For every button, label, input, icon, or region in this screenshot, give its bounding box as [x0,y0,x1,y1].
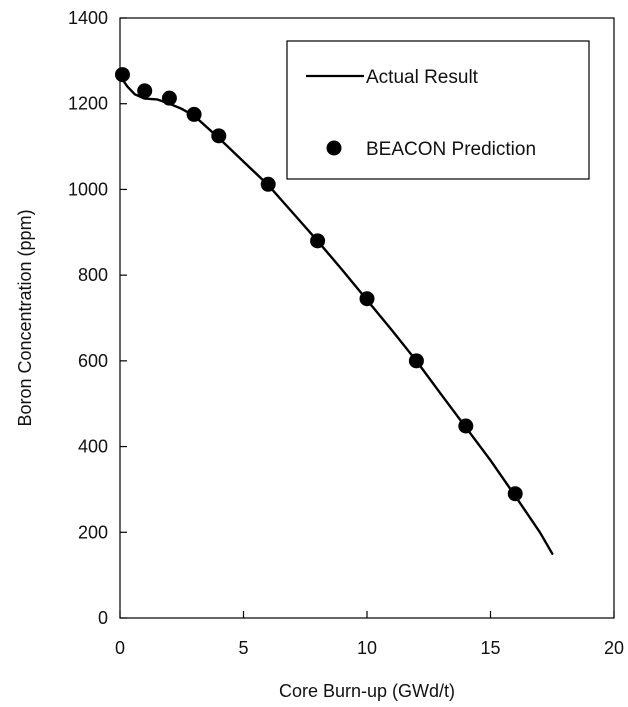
legend-dot-marker [326,140,342,156]
y-tick-label: 800 [78,265,108,285]
y-axis-title: Boron Concentration (ppm) [15,209,35,426]
data-point-beacon-prediction [507,486,523,502]
data-point-beacon-prediction [408,353,424,369]
x-tick-label: 10 [357,638,377,658]
data-point-beacon-prediction [137,83,153,99]
y-tick-label: 600 [78,351,108,371]
data-point-beacon-prediction [114,67,130,83]
legend-box [286,40,590,180]
x-axis-title: Core Burn-up (GWd/t) [279,681,455,701]
series-layer [114,67,554,555]
legend: Actual Result BEACON Prediction [286,40,590,180]
x-tick-label: 15 [480,638,500,658]
data-point-beacon-prediction [359,291,375,307]
y-tick-label: 200 [78,522,108,542]
data-point-beacon-prediction [310,233,326,249]
data-point-beacon-prediction [458,418,474,434]
data-point-beacon-prediction [161,90,177,106]
x-tick-label: 20 [604,638,624,658]
x-axis: 0 5 10 15 20 [115,611,624,658]
legend-label-actual-result: Actual Result [366,67,479,88]
y-axis: 0 200 400 600 800 1000 1200 1400 [68,8,127,628]
y-tick-label: 0 [98,608,108,628]
series-line-actual-result [118,74,554,555]
data-point-beacon-prediction [186,106,202,122]
y-tick-label: 1400 [68,8,108,28]
x-tick-label: 5 [238,638,248,658]
data-point-beacon-prediction [211,128,227,144]
legend-label-beacon-prediction: BEACON Prediction [366,139,536,160]
x-tick-label: 0 [115,638,125,658]
y-tick-label: 1200 [68,94,108,114]
data-point-beacon-prediction [260,176,276,192]
y-tick-label: 1000 [68,179,108,199]
y-tick-label: 400 [78,437,108,457]
